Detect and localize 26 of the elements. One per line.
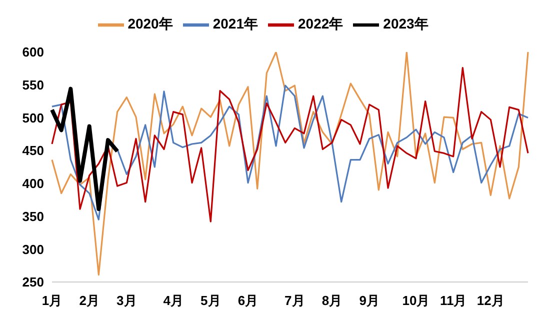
line-series xyxy=(51,52,529,276)
x-tick-label: 3月 xyxy=(116,293,137,308)
y-tick-label: 450 xyxy=(22,143,44,158)
y-tick-label: 400 xyxy=(22,176,44,192)
legend-label: 2021年 xyxy=(212,16,258,32)
x-tick-label: 10月 xyxy=(402,293,430,308)
x-tick-label: 4月 xyxy=(163,293,184,308)
y-tick-label: 350 xyxy=(22,208,44,224)
y-tick-label: 300 xyxy=(22,242,44,257)
x-tick-label: 8月 xyxy=(322,293,342,308)
x-tick-label: 6月 xyxy=(238,293,258,308)
legend-label: 2022年 xyxy=(298,16,344,32)
x-tick-label: 7月 xyxy=(284,293,305,308)
y-tick-label: 550 xyxy=(22,77,44,92)
y-tick-label: 500 xyxy=(22,110,44,126)
y-tick-label: 600 xyxy=(22,44,44,60)
x-tick-label: 11月 xyxy=(440,293,467,308)
legend-label: 2023年 xyxy=(383,16,428,32)
legend-label: 2020年 xyxy=(128,16,173,32)
x-tick-label: 12月 xyxy=(476,293,504,308)
x-tick-label: 9月 xyxy=(359,293,380,308)
x-tick-label: 5月 xyxy=(200,293,221,308)
line-series xyxy=(50,86,120,212)
x-tick-label: 1月 xyxy=(42,293,62,308)
y-tick-label: 250 xyxy=(22,274,44,290)
x-tick-label: 2月 xyxy=(79,293,100,308)
